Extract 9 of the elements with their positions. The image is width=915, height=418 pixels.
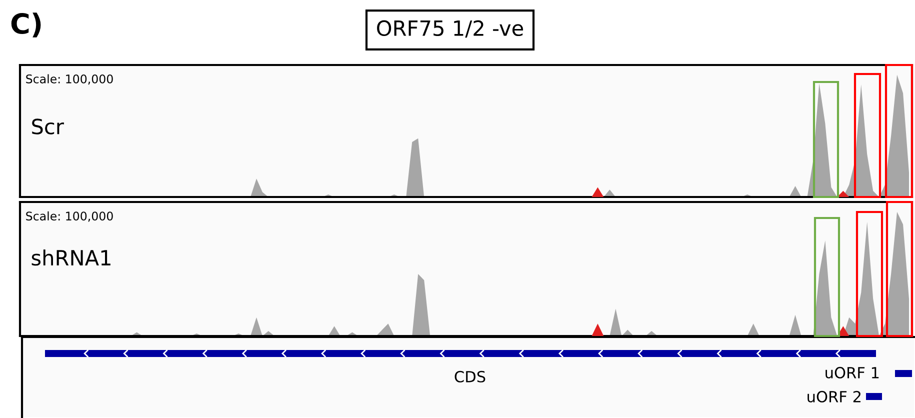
chart-title: ORF75 1/2 -ve [377, 20, 524, 38]
annotation: Scale: 100,000 [26, 74, 113, 85]
text: C) [11, 12, 41, 38]
text: Scr [32, 118, 64, 134]
text: uORF 2 [808, 390, 860, 402]
annotation: Scale: 100,000 [26, 211, 113, 222]
text: shRNA1 [32, 250, 110, 266]
text: CDS [454, 370, 486, 382]
text: uORF 1 [826, 366, 879, 378]
